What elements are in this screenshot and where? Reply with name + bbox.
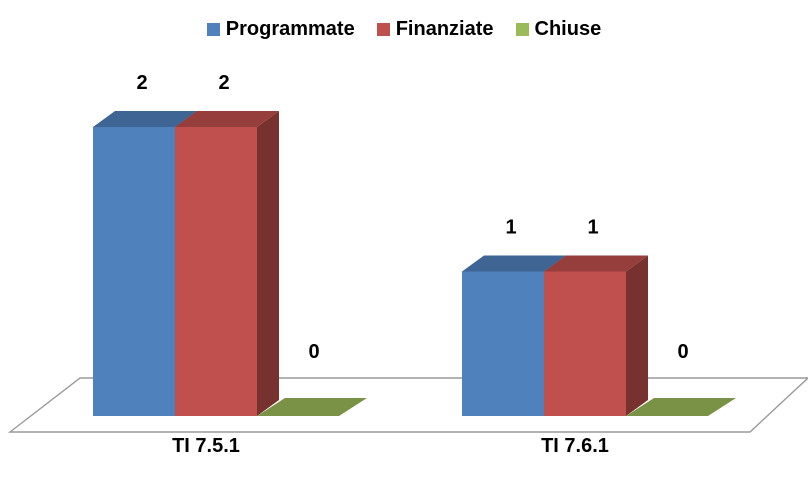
legend-label: Chiuse (534, 18, 602, 40)
legend-swatch (206, 23, 220, 36)
bar-top (175, 111, 279, 127)
legend-label: Finanziate (395, 18, 494, 40)
legend-label: Programmate (225, 18, 355, 40)
bar-top (93, 111, 197, 127)
bar (93, 127, 175, 416)
x-tick-label: TI 7.6.1 (541, 435, 609, 457)
bar (257, 398, 367, 416)
bar-top (544, 255, 648, 272)
legend: Programmate Finanziate Chiuse (0, 18, 808, 41)
bar-top (462, 255, 566, 272)
data-label: 2 (218, 72, 229, 94)
legend-swatch (376, 23, 390, 36)
data-label: 2 (136, 72, 147, 94)
data-label: 1 (505, 217, 516, 239)
legend-item: Programmate (206, 18, 355, 41)
bar-side (626, 255, 648, 416)
legend-item: Finanziate (376, 18, 494, 41)
bar (544, 271, 626, 416)
data-label: 1 (587, 217, 598, 239)
bar (462, 271, 544, 416)
x-tick-label: TI 7.5.1 (172, 435, 240, 457)
data-label: 0 (677, 341, 688, 363)
legend-swatch (515, 23, 529, 36)
bar (626, 398, 736, 416)
data-label: 0 (308, 341, 319, 363)
bar (175, 127, 257, 416)
legend-item: Chiuse (515, 18, 602, 41)
bar-side (257, 111, 279, 416)
